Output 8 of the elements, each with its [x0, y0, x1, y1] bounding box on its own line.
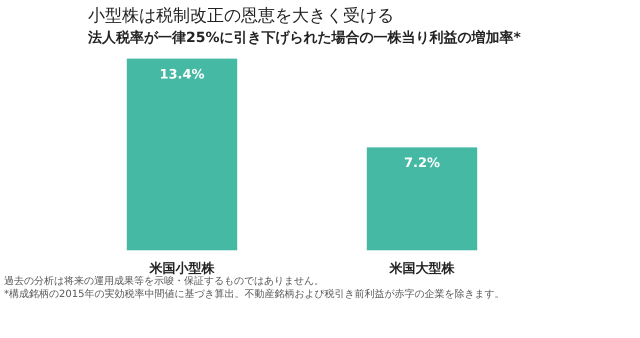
- chart-title: 小型株は税制改正の恩恵を大きく受ける: [88, 5, 394, 27]
- x-tick-label: 米国小型株: [148, 262, 216, 277]
- data-label: 7.2%: [404, 156, 440, 172]
- data-label: 13.4%: [159, 67, 205, 82]
- text: *構成銘柄の2015年の実効税率中間値に基づき算出。不動産銘柄および税引き前利益が赤字の企業を除きます。: [4, 288, 506, 301]
- chart-subtitle: 法人税率が一律25%に引き下げられた場合の一株当り利益の増加率*: [88, 29, 521, 47]
- x-tick-label: 米国大型株: [388, 262, 456, 277]
- text: 過去の分析は将来の運用成果等を示唆・保証するものではありません。: [4, 275, 325, 288]
